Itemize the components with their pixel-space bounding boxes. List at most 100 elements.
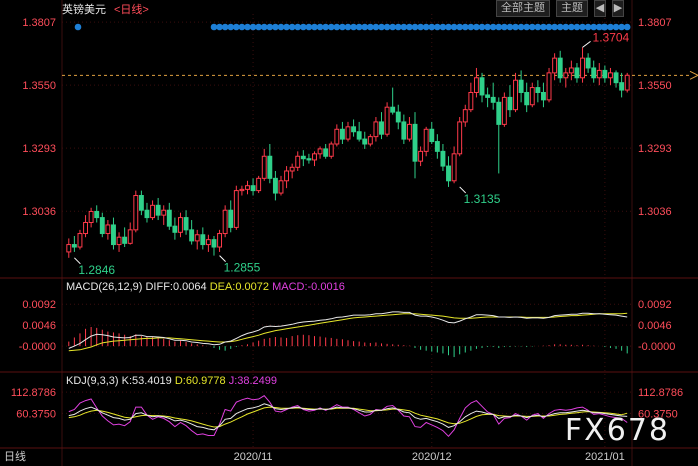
- candle: [619, 72, 625, 98]
- candle: [328, 141, 334, 159]
- last-price-arrow-icon: [689, 70, 698, 80]
- annotation-pointer: [459, 186, 467, 194]
- candle-body: [596, 69, 602, 79]
- event-dot: [233, 23, 240, 31]
- candle-body: [373, 121, 379, 138]
- period-selector[interactable]: 日线: [4, 451, 26, 463]
- event-dot: [584, 23, 592, 31]
- candle-body: [624, 74, 630, 91]
- event-dot: [506, 23, 514, 31]
- candle: [524, 82, 530, 113]
- triangle-right-icon: ▶: [613, 2, 623, 14]
- candle-body: [217, 233, 223, 248]
- candle: [99, 212, 105, 238]
- candle: [574, 63, 580, 83]
- event-dot: [300, 23, 307, 31]
- candle-body: [250, 185, 256, 192]
- candle-body: [457, 121, 463, 155]
- candle: [217, 229, 223, 252]
- kdj-k-value: K:53.4019: [121, 375, 172, 387]
- candle-body: [563, 72, 569, 79]
- price-tick-left: 1.3550: [22, 80, 56, 92]
- event-dot: [568, 23, 575, 31]
- candle-body: [138, 195, 144, 211]
- event-dot: [478, 23, 486, 31]
- candle-body: [278, 180, 284, 194]
- candle-body: [122, 236, 128, 244]
- event-dot: [260, 23, 268, 31]
- macd-diff-value: DIFF:0.0064: [145, 281, 207, 293]
- date-tick-label: 2020/11: [234, 451, 273, 463]
- candle-body: [289, 166, 295, 172]
- candle: [434, 134, 440, 159]
- candle: [518, 70, 524, 103]
- price-tick-right: 1.3036: [638, 206, 672, 218]
- candle-body: [300, 155, 306, 160]
- candle-body: [429, 128, 435, 143]
- candle: [94, 205, 100, 223]
- candle-body: [568, 67, 574, 74]
- candle: [384, 102, 390, 137]
- price-annotation: 1.2846: [74, 257, 115, 277]
- candle-body: [183, 217, 189, 231]
- candle-body: [608, 72, 613, 79]
- candle: [373, 117, 379, 142]
- theme-button[interactable]: 主题: [556, 0, 588, 17]
- candle: [401, 114, 407, 144]
- candle-body: [602, 69, 608, 79]
- price-annotation: 1.3704: [582, 30, 630, 48]
- candle: [406, 117, 412, 142]
- macd-panel: [68, 311, 628, 358]
- event-dot: [600, 23, 608, 31]
- event-dot: [367, 23, 374, 31]
- event-dot: [227, 23, 235, 31]
- all-themes-button[interactable]: 全部主题: [496, 0, 550, 17]
- candle-body: [105, 224, 111, 235]
- candle: [144, 202, 150, 223]
- candle-body: [513, 79, 518, 111]
- candle: [462, 104, 468, 127]
- macd-tick-right: -0.0000: [638, 341, 675, 353]
- candle: [540, 82, 546, 108]
- kdj-panel: [68, 395, 628, 438]
- candle-body: [172, 225, 178, 233]
- event-dot: [439, 23, 447, 31]
- candle-body: [468, 91, 474, 111]
- event-dot: [288, 23, 296, 31]
- price-tick-right: 1.3550: [638, 80, 672, 92]
- candle-body: [384, 106, 390, 135]
- event-dot: [417, 23, 424, 31]
- event-dot: [428, 23, 436, 31]
- prev-arrow-button[interactable]: ◀: [594, 0, 606, 17]
- candle-body: [205, 239, 211, 246]
- event-dot: [528, 23, 536, 31]
- period-link[interactable]: <日线>: [114, 4, 149, 16]
- candle-body: [546, 72, 552, 101]
- candle: [300, 150, 306, 167]
- candle: [613, 70, 619, 88]
- candle: [267, 144, 273, 184]
- candle: [429, 121, 435, 144]
- event-dot: [595, 23, 603, 31]
- candle: [418, 146, 424, 167]
- candle: [457, 117, 463, 157]
- next-arrow-button[interactable]: ▶: [612, 0, 624, 17]
- candle: [496, 97, 502, 174]
- event-dot: [400, 23, 408, 31]
- event-dot: [517, 23, 525, 31]
- candle-body: [245, 185, 250, 190]
- candle-body: [591, 67, 597, 79]
- candle-body: [312, 153, 317, 161]
- macd-title: MACD(26,12,9): [66, 281, 143, 293]
- candle: [602, 65, 608, 83]
- candle: [440, 144, 446, 171]
- candle-body: [524, 91, 530, 106]
- event-dot: [450, 23, 458, 31]
- event-dot: [489, 23, 497, 31]
- event-dot-row: [74, 23, 631, 31]
- candle-body: [379, 121, 384, 135]
- event-dot: [272, 23, 279, 31]
- macd-tick-left: 0.0092: [22, 299, 56, 311]
- candle: [608, 67, 613, 86]
